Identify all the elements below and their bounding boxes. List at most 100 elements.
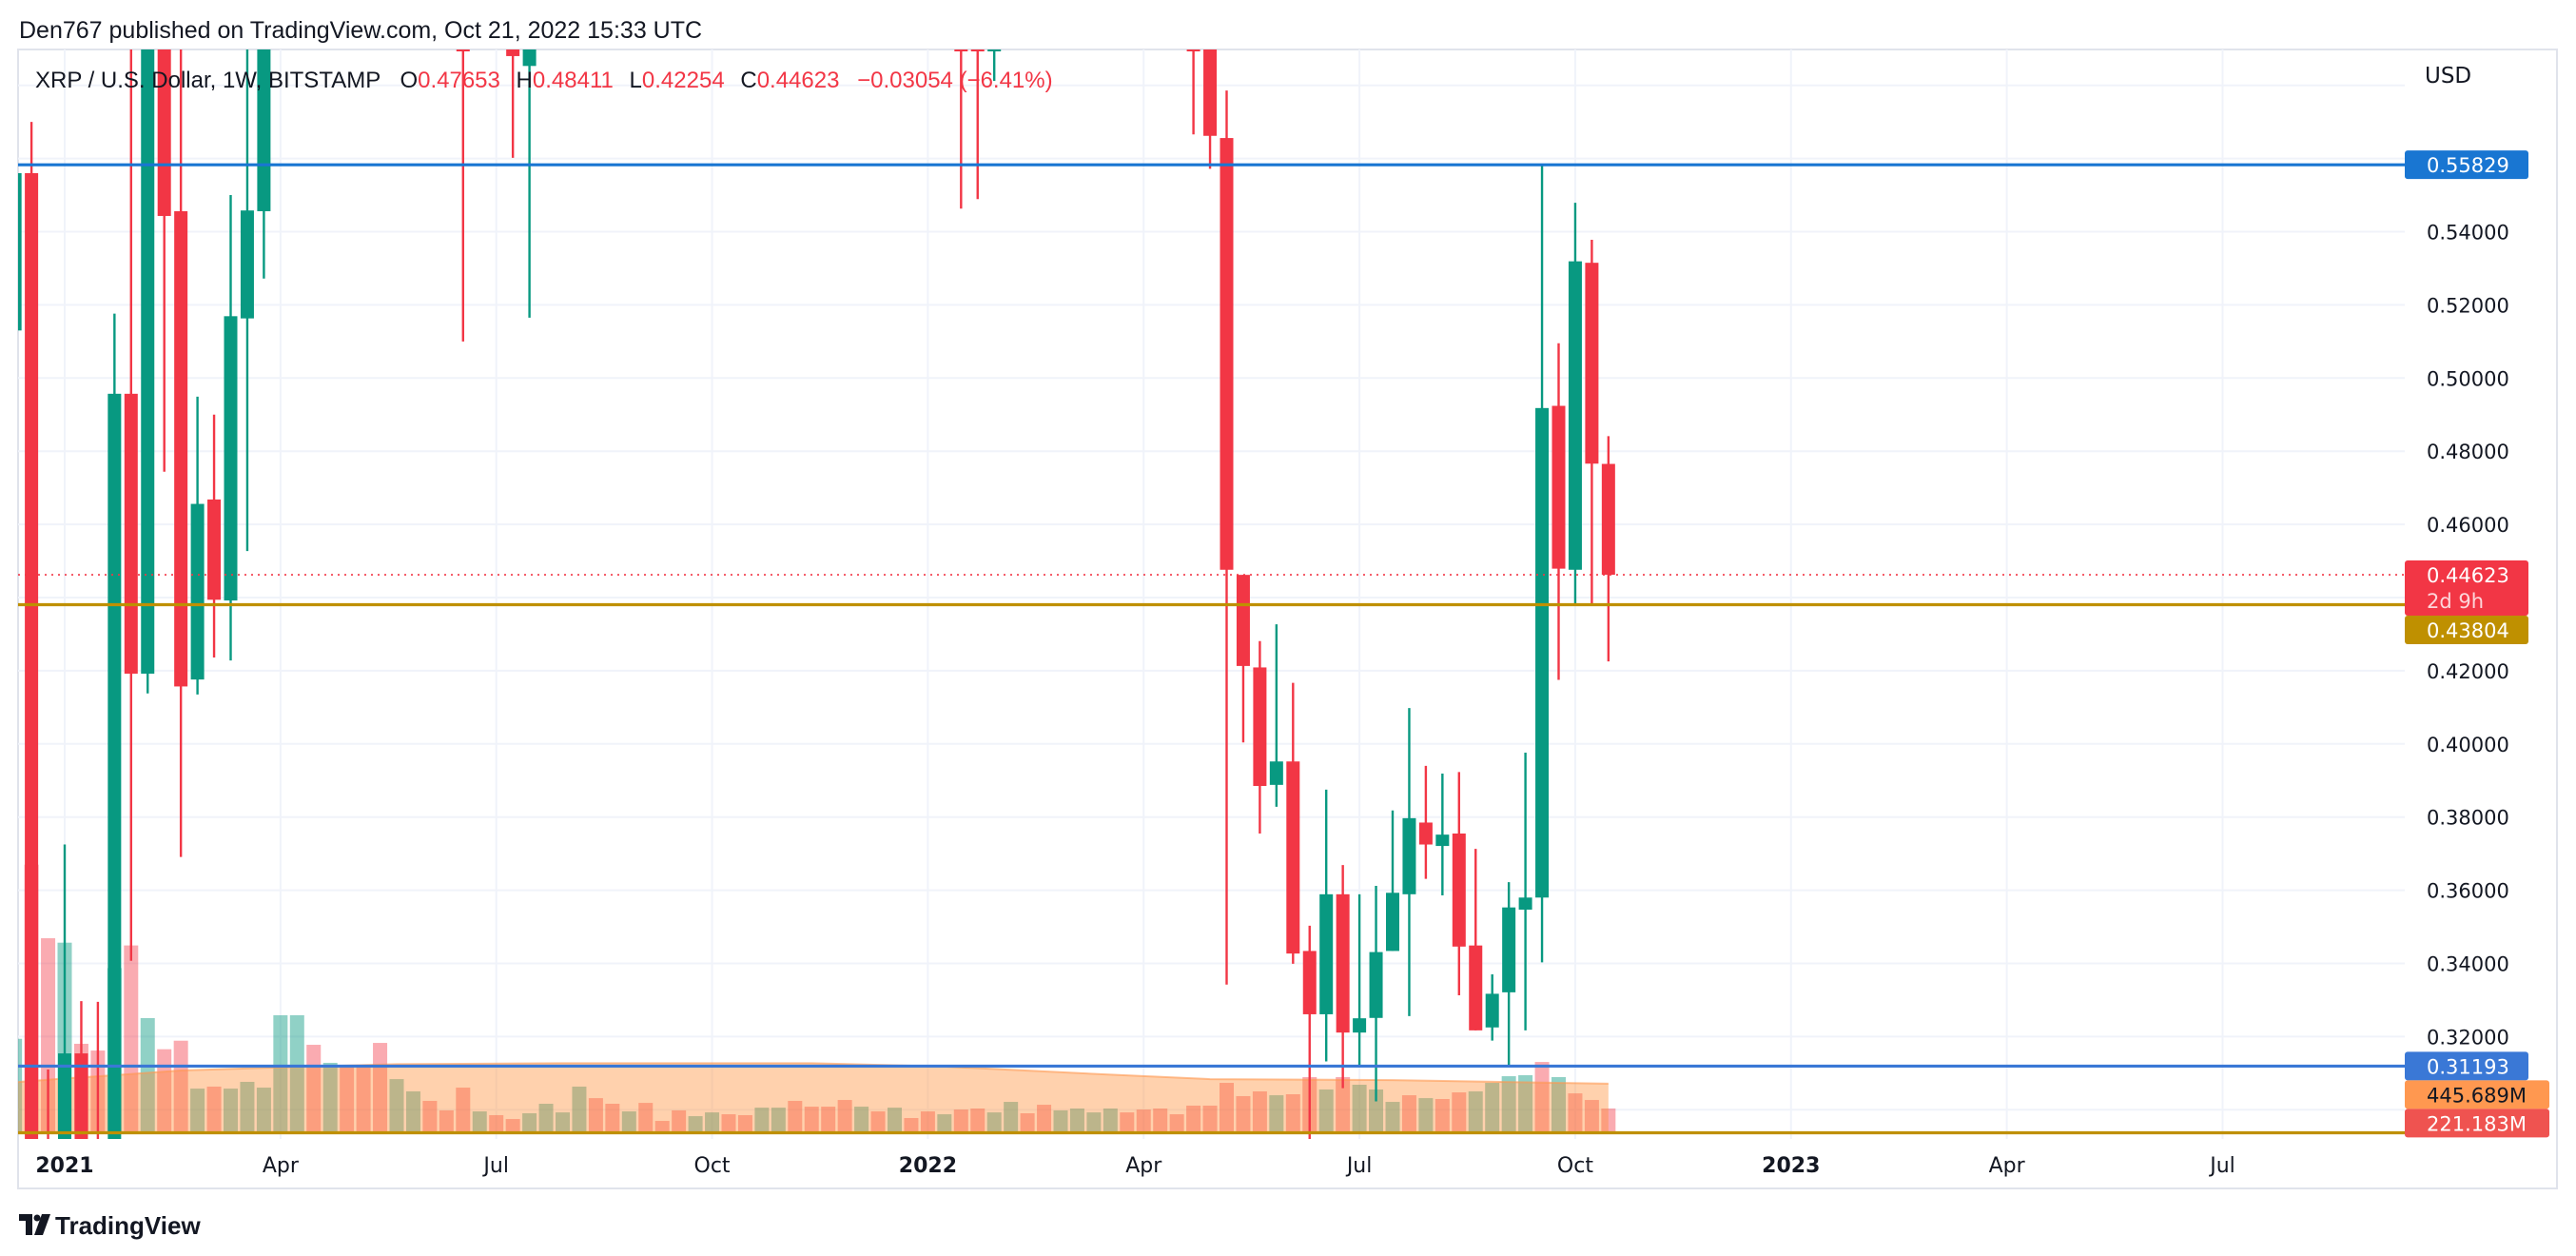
- price-label-text: 0.44623: [2427, 564, 2509, 587]
- candle[interactable]: [1236, 575, 1250, 743]
- tradingview-logo[interactable]: TradingView: [19, 1211, 201, 1240]
- volume-bar: [1385, 1102, 1400, 1133]
- high-label: H: [517, 68, 533, 93]
- volume-bar: [1220, 1083, 1234, 1133]
- volume-bar: [1285, 1094, 1300, 1133]
- volume-bar: [837, 1100, 852, 1133]
- candle[interactable]: [190, 396, 205, 695]
- candle[interactable]: [1369, 885, 1383, 1102]
- candle[interactable]: [9, 49, 22, 378]
- candle[interactable]: [1551, 343, 1566, 680]
- candle-body: [1386, 893, 1399, 952]
- candle[interactable]: [1418, 765, 1433, 879]
- price-label-text: 0.55829: [2427, 154, 2509, 177]
- candle[interactable]: [970, 49, 985, 200]
- candle[interactable]: [141, 49, 155, 694]
- volume-bar: [1169, 1114, 1184, 1133]
- horizontal-lines[interactable]: [18, 163, 2405, 1135]
- candle[interactable]: [506, 49, 520, 158]
- candle-body: [174, 210, 188, 687]
- candle[interactable]: [1286, 682, 1300, 964]
- time-axis-label: Jul: [481, 1154, 509, 1178]
- candle[interactable]: [1502, 882, 1516, 1066]
- candle[interactable]: [124, 49, 138, 961]
- candle[interactable]: [1253, 640, 1267, 834]
- candle-body: [970, 49, 985, 51]
- candle[interactable]: [456, 49, 470, 342]
- candle[interactable]: [987, 49, 1002, 82]
- volume-bar: [1202, 1105, 1218, 1133]
- price-tick-label: 0.52000: [2427, 294, 2509, 317]
- candle[interactable]: [25, 122, 39, 1139]
- candle[interactable]: [1585, 239, 1599, 604]
- candle[interactable]: [91, 1001, 105, 1141]
- candle[interactable]: [1203, 49, 1218, 169]
- price-axis[interactable]: 0.54000 0.52000 0.50000 0.48000 0.46000 0.420…: [2427, 222, 2509, 1050]
- volume-pane: [18, 864, 1616, 1133]
- candle[interactable]: [157, 49, 171, 472]
- volume-bar: [18, 1038, 23, 1133]
- candle[interactable]: [107, 313, 122, 1139]
- candle[interactable]: [42, 1070, 55, 1141]
- candle[interactable]: [74, 1001, 88, 1139]
- candle[interactable]: [1269, 624, 1283, 807]
- close-label: C: [740, 68, 756, 93]
- volume-bar: [1418, 1098, 1434, 1133]
- time-axis[interactable]: 2021 Apr Jul Oct 2022 Apr Jul Oct 2023 Apr Jul: [35, 1154, 2234, 1178]
- volume-bar: [190, 1089, 205, 1133]
- low-label: L: [630, 68, 642, 93]
- candle[interactable]: [1435, 773, 1450, 895]
- chart-frame: [17, 49, 2558, 1189]
- time-axis-label: 2021: [35, 1154, 93, 1178]
- countdown-text: 2d 9h: [2427, 590, 2484, 613]
- price-label-bg: [2405, 1051, 2528, 1081]
- published-caption: Den767 published on TradingView.com, Oct…: [19, 17, 702, 44]
- volume-bar: [1452, 1092, 1467, 1133]
- volume-bar: [41, 938, 56, 1133]
- candle-body: [224, 316, 238, 601]
- time-axis-label: Jul: [2208, 1154, 2235, 1178]
- volume-bar: [1153, 1109, 1168, 1133]
- candle-series[interactable]: [9, 49, 1615, 1141]
- symbol-title[interactable]: XRP / U.S. Dollar, 1W, BITSTAMP: [35, 68, 381, 93]
- volume-bar: [1568, 1093, 1583, 1133]
- volume-bar: [405, 1090, 420, 1133]
- candle[interactable]: [954, 49, 968, 209]
- candle[interactable]: [1302, 925, 1317, 1139]
- volume-bar: [439, 1109, 454, 1133]
- candle[interactable]: [1402, 708, 1416, 1016]
- volume-bar: [1136, 1109, 1151, 1133]
- candle[interactable]: [240, 49, 254, 552]
- candle[interactable]: [1336, 865, 1350, 1089]
- price-label-text: 0.31193: [2427, 1055, 2509, 1078]
- candle[interactable]: [1469, 849, 1483, 1030]
- candle[interactable]: [1319, 789, 1334, 1062]
- candle[interactable]: [1518, 753, 1532, 1030]
- candle[interactable]: [1220, 90, 1234, 985]
- volume-bar: [705, 1112, 720, 1133]
- candle[interactable]: [1186, 49, 1200, 135]
- candle[interactable]: [207, 414, 222, 658]
- candle-body: [1469, 945, 1483, 1030]
- candle[interactable]: [1353, 893, 1367, 1066]
- candle[interactable]: [174, 49, 188, 857]
- candle[interactable]: [1452, 772, 1466, 995]
- volume-bar: [157, 1049, 172, 1133]
- volume-bar: [389, 1079, 404, 1133]
- candle[interactable]: [1535, 165, 1550, 963]
- volume-bar: [322, 1062, 338, 1133]
- candle[interactable]: [522, 49, 537, 318]
- candle[interactable]: [58, 844, 71, 1139]
- candle[interactable]: [1601, 436, 1615, 662]
- volume-bar: [605, 1104, 620, 1133]
- price-tick-label: 0.50000: [2427, 367, 2509, 390]
- volume-bar: [505, 1119, 520, 1133]
- candle[interactable]: [1568, 203, 1582, 604]
- volume-bar: [489, 1114, 504, 1133]
- candle-body: [207, 499, 222, 600]
- volume-bar: [1468, 1090, 1483, 1133]
- candle[interactable]: [1386, 810, 1399, 952]
- candle[interactable]: [224, 195, 238, 661]
- candle[interactable]: [1485, 974, 1499, 1041]
